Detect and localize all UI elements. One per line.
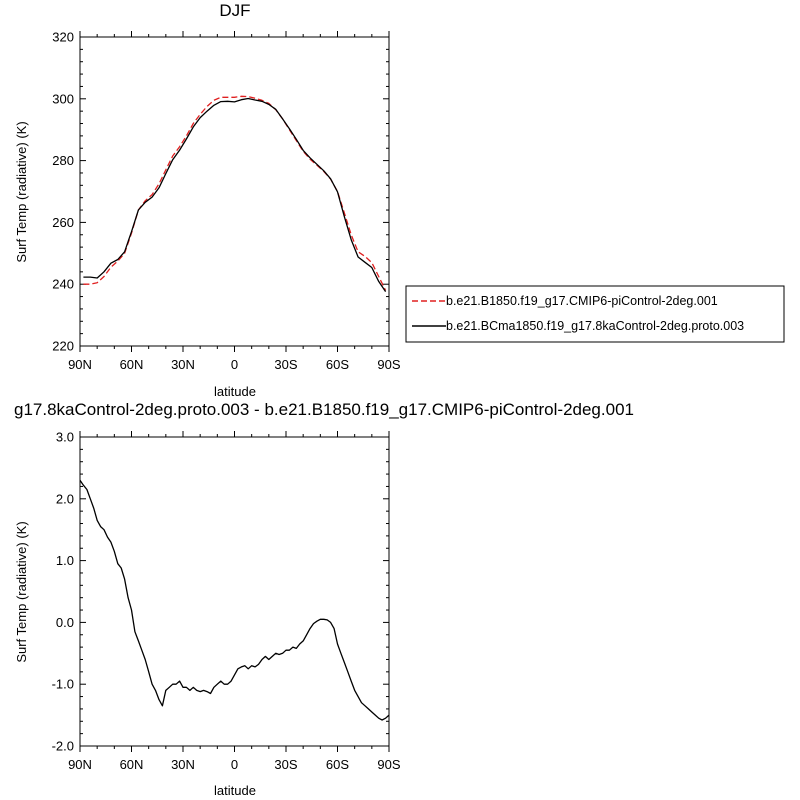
bottom-chart-xtick-label: 60N (120, 757, 144, 772)
bottom-chart-xtick-label: 30S (274, 757, 297, 772)
bottom-chart-ytick-label: 1.0 (56, 553, 74, 568)
bottom-chart-xtick-label: 0 (231, 757, 238, 772)
top-chart-frame (79, 36, 390, 347)
bottom-chart-series-1-line (79, 479, 390, 721)
legend: b.e21.B1850.f19_g17.CMIP6-piControl-2deg… (405, 285, 785, 343)
top-chart-title: DJF (219, 1, 250, 20)
legend-box (405, 285, 785, 343)
top-chart-xtick-label: 60N (120, 357, 144, 372)
legend-label-series-1: b.e21.B1850.f19_g17.CMIP6-piControl-2deg… (446, 294, 718, 308)
bottom-chart-xtick-label: 30N (171, 757, 195, 772)
top-chart-xtick-label: 60S (326, 357, 349, 372)
bottom-chart-ylabel: Surf Temp (radiative) (K) (14, 521, 29, 662)
bottom-chart-ytick-label: 0.0 (56, 615, 74, 630)
bottom-chart-plot-area: -2.0 -1.0 0.0 1.0 2.0 3.0 90N 60N 30N 0 30S 60S 90S (52, 430, 401, 773)
top-chart-series-1-line (83, 95, 387, 291)
top-chart-ytick-label: 220 (52, 339, 74, 354)
top-chart-xtick-label: 0 (231, 357, 238, 372)
top-chart-ytick-label: 320 (52, 30, 74, 45)
legend-label-series-2: b.e21.BCma1850.f19_g17.8kaControl-2deg.p… (446, 319, 744, 333)
bottom-chart-ytick-label: -2.0 (52, 739, 74, 754)
top-chart-xtick-label: 90N (68, 357, 92, 372)
top-chart-xtick-label: 90S (377, 357, 400, 372)
top-chart-ylabel: Surf Temp (radiative) (K) (14, 121, 29, 262)
bottom-chart-xtick-label: 60S (326, 757, 349, 772)
top-chart-xlabel: latitude (214, 384, 256, 399)
bottom-chart-xtick-label: 90N (68, 757, 92, 772)
bottom-chart-ytick-label: -1.0 (52, 677, 74, 692)
top-chart-series-2-line (83, 97, 387, 292)
top-chart-xtick-label: 30S (274, 357, 297, 372)
top-chart-xtick-label: 30N (171, 357, 195, 372)
top-chart-plot-area: 220 240 260 280 300 320 90N 60N 30N 0 30S 60S 90S (52, 30, 401, 373)
bottom-chart-xlabel: latitude (214, 783, 256, 798)
top-chart-ytick-label: 300 (52, 91, 74, 106)
bottom-chart-title: g17.8kaControl-2deg.proto.003 - b.e21.B1… (14, 400, 634, 419)
bottom-chart-ytick-label: 3.0 (56, 430, 74, 445)
bottom-chart-xtick-label: 90S (377, 757, 400, 772)
top-chart-ytick-label: 240 (52, 277, 74, 292)
top-chart-ytick-label: 260 (52, 215, 74, 230)
bottom-chart-ytick-label: 2.0 (56, 491, 74, 506)
top-chart-ytick-label: 280 (52, 153, 74, 168)
